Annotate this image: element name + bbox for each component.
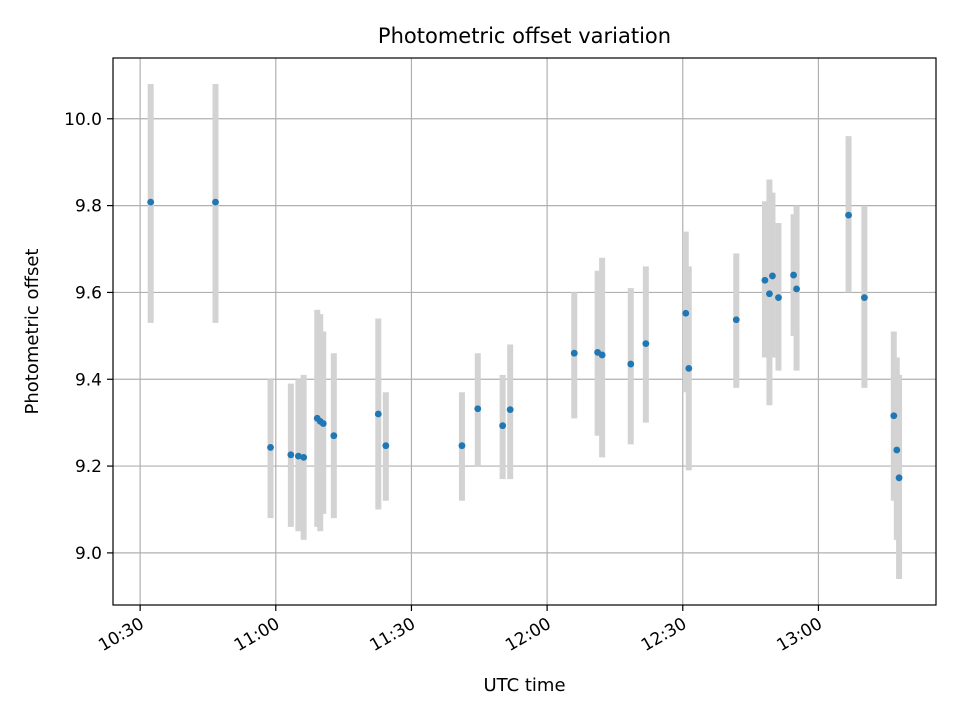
data-point [732,316,740,324]
data-point [861,294,868,302]
y-axis: 9.0 9.2 9.4 9.6 9.8 10.0 [64,110,113,564]
y-tick-label: 10.0 [64,110,102,130]
data-point [766,290,773,298]
data-point [570,349,578,357]
data-point [790,271,797,279]
data-point [598,351,606,359]
x-axis-label: UTC time [483,675,565,696]
data-point [382,442,390,450]
data-point [212,198,219,206]
data-point [287,451,295,459]
data-point [267,444,274,451]
data-point [895,474,903,482]
y-tick-label: 9.0 [75,544,102,564]
y-tick-label: 9.6 [75,283,102,303]
data-point [147,198,155,206]
data-point [300,453,308,461]
y-tick-label: 9.8 [75,197,102,217]
y-tick-label: 9.2 [75,457,102,477]
data-point [682,309,690,317]
data-point [319,420,327,427]
y-axis-label: Photometric offset [22,249,43,415]
plot-frame [112,57,937,606]
data-point [295,452,302,460]
data-point [890,412,898,420]
data-point [761,276,769,284]
data-point [845,211,852,219]
y-tick-label: 9.4 [75,370,102,390]
data-point [330,432,338,440]
data-point [499,422,507,430]
data-point [775,294,782,302]
chart-title: Photometric offset variation [378,24,671,48]
data-point [627,360,635,368]
data-point [793,285,800,293]
data-point [374,410,382,418]
data-point [458,442,466,450]
data-points [147,198,903,482]
data-point [506,406,514,414]
data-point [893,446,901,454]
data-point [474,405,482,413]
data-point [769,272,776,280]
data-point [642,340,650,348]
data-point [685,365,693,372]
